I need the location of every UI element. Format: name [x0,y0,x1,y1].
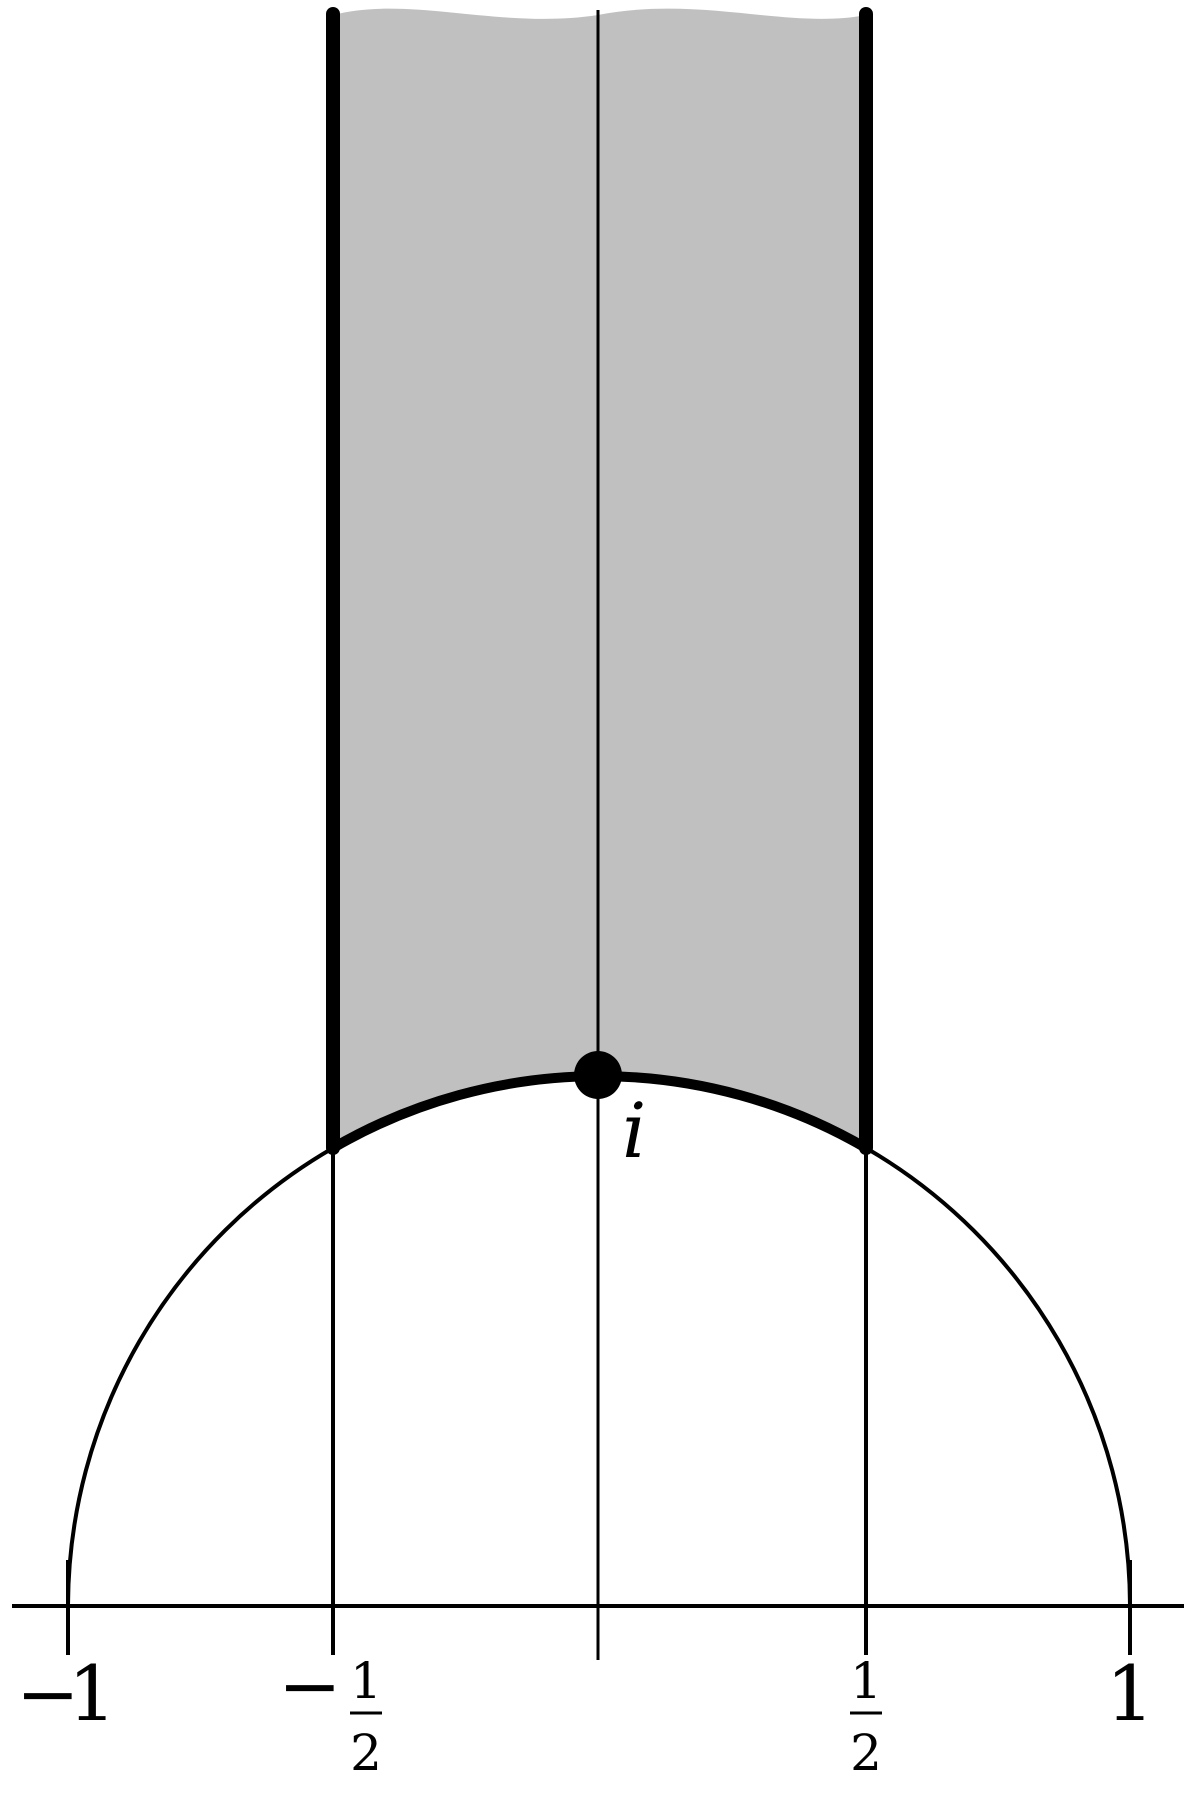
tick-label-one-value: 1 [1106,1649,1154,1738]
tick-label-minus-half-denominator: 2 [350,1724,382,1782]
tick-label-minus-one-value: 1 [68,1649,116,1738]
tick-label-half-numerator: 1 [850,1652,882,1710]
tick-label-minus-one-sign: − [16,1649,80,1738]
tick-label-minus-half-sign: − [278,1641,342,1730]
point-i-marker [574,1051,622,1099]
unit-circle-arc-right [864,1146,1132,1606]
tick-label-minus-half-numerator: 1 [350,1652,382,1710]
point-i-label: i [622,1086,646,1175]
tick-label-half-denominator: 2 [850,1724,882,1782]
unit-circle-arc-left [66,1146,335,1606]
